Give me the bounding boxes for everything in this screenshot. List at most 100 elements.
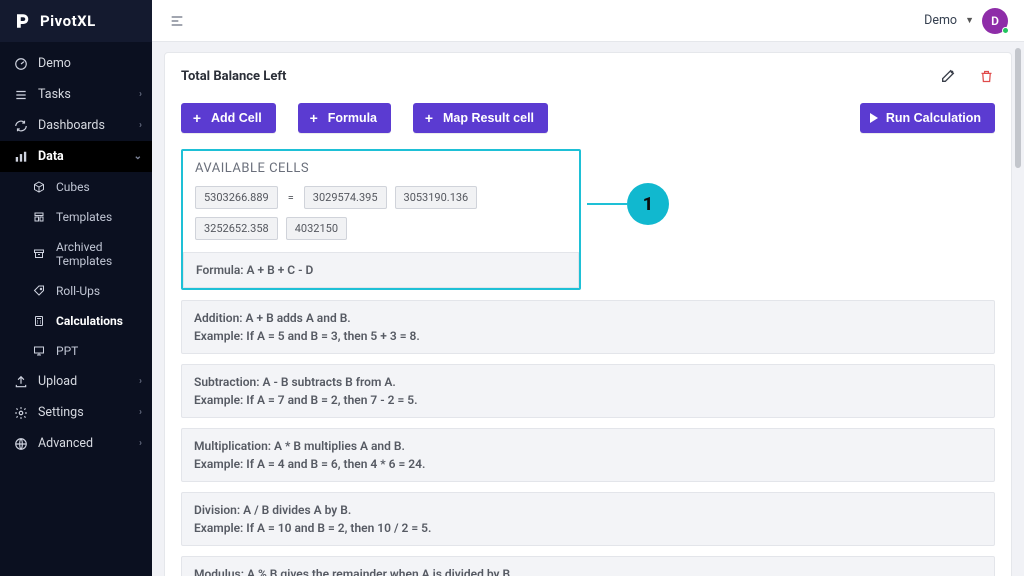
template-icon — [32, 210, 46, 224]
help-subtraction: Subtraction: A - B subtracts B from A.Ex… — [181, 364, 995, 418]
help-title: Multiplication: A * B multiplies A and B… — [194, 437, 982, 455]
help-title: Subtraction: A - B subtracts B from A. — [194, 373, 982, 391]
scroll-thumb[interactable] — [1015, 48, 1021, 168]
chevron-right-icon: › — [139, 407, 142, 418]
help-example: Example: If A = 5 and B = 3, then 5 + 3 … — [194, 327, 982, 345]
equals-sign: = — [286, 191, 296, 204]
sidebar-item-label: Data — [38, 149, 64, 164]
formula-display: Formula: A + B + C - D — [183, 252, 579, 288]
sidebar-item-label: Dashboards — [38, 118, 105, 133]
help-addition: Addition: A + B adds A and B.Example: If… — [181, 300, 995, 354]
calculator-icon — [32, 314, 46, 328]
sidebar-item-label: Settings — [38, 405, 84, 420]
sidebar-nav: Demo Tasks › Dashboards › Data ⌄ Cubes T… — [0, 42, 152, 459]
sidebar-item-label: Archived Templates — [56, 240, 138, 268]
chevron-right-icon: › — [139, 376, 142, 387]
plus-icon — [308, 112, 320, 124]
btn-label: Add Cell — [211, 111, 262, 125]
help-title: Division: A / B divides A by B. — [194, 501, 982, 519]
archive-icon — [32, 247, 46, 261]
help-division: Division: A / B divides A by B.Example: … — [181, 492, 995, 546]
btn-label: Map Result cell — [443, 111, 534, 125]
callout-bubble: 1 — [627, 183, 669, 225]
globe-icon — [14, 437, 28, 451]
sidebar-item-ppt[interactable]: PPT — [0, 336, 152, 366]
sidebar-item-label: Templates — [56, 210, 112, 224]
add-cell-button[interactable]: Add Cell — [181, 103, 276, 133]
main: Demo ▼ D Total Balance Left — [152, 0, 1024, 576]
help-title: Addition: A + B adds A and B. — [194, 309, 982, 327]
page-title: Total Balance Left — [181, 69, 286, 84]
presentation-icon — [32, 344, 46, 358]
plus-icon — [191, 112, 203, 124]
help-example: Example: If A = 7 and B = 2, then 7 - 2 … — [194, 391, 982, 409]
tag-icon — [32, 284, 46, 298]
avatar[interactable]: D — [982, 8, 1008, 34]
cells-row: 5303266.889 = 3029574.395 3053190.136 32… — [195, 186, 567, 240]
plus-icon — [423, 112, 435, 124]
vertical-scrollbar[interactable] — [1014, 42, 1022, 576]
available-cells-highlight: AVAILABLE CELLS 5303266.889 = 3029574.39… — [181, 149, 581, 290]
sidebar-item-tasks[interactable]: Tasks › — [0, 79, 152, 110]
upload-icon — [14, 375, 28, 389]
available-cells-title: AVAILABLE CELLS — [195, 161, 567, 176]
sidebar-item-advanced[interactable]: Advanced › — [0, 428, 152, 459]
btn-label: Run Calculation — [886, 111, 981, 125]
help-example: Example: If A = 4 and B = 6, then 4 * 6 … — [194, 455, 982, 473]
sidebar-item-archived-templates[interactable]: Archived Templates — [0, 232, 152, 276]
chevron-right-icon: › — [139, 89, 142, 100]
brand-logo-icon — [14, 12, 32, 30]
sidebar-item-label: Calculations — [56, 314, 123, 328]
user-menu[interactable]: Demo ▼ D — [924, 8, 1008, 34]
btn-label: Formula — [328, 111, 377, 125]
result-cell-chip[interactable]: 5303266.889 — [195, 186, 278, 209]
cell-chip[interactable]: 3252652.358 — [195, 217, 278, 240]
delete-button[interactable] — [977, 67, 995, 85]
sidebar-item-label: PPT — [56, 344, 78, 358]
cell-chip[interactable]: 4032150 — [286, 217, 347, 240]
avatar-letter: D — [991, 14, 999, 28]
sidebar-item-demo[interactable]: Demo — [0, 48, 152, 79]
play-icon — [870, 113, 878, 123]
gauge-icon — [14, 57, 28, 71]
edit-button[interactable] — [939, 67, 957, 85]
action-button-row: Add Cell Formula Map Result cell Run Cal… — [181, 103, 995, 133]
chevron-down-icon: ⌄ — [134, 151, 142, 162]
refresh-icon — [14, 119, 28, 133]
brand: PivotXL — [0, 0, 152, 42]
sidebar-item-data[interactable]: Data ⌄ — [0, 141, 152, 172]
topbar: Demo ▼ D — [152, 0, 1024, 42]
status-dot-icon — [1002, 27, 1009, 34]
sidebar-item-label: Upload — [38, 374, 77, 389]
sidebar-item-label: Advanced — [38, 436, 93, 451]
help-modulus: Modulus: A % B gives the remainder when … — [181, 556, 995, 576]
sidebar-item-upload[interactable]: Upload › — [0, 366, 152, 397]
caret-down-icon: ▼ — [965, 15, 974, 26]
cell-chip[interactable]: 3053190.136 — [395, 186, 478, 209]
formula-button[interactable]: Formula — [298, 103, 391, 133]
list-icon — [14, 88, 28, 102]
sidebar: PivotXL Demo Tasks › Dashboards › Data ⌄… — [0, 0, 152, 576]
sidebar-item-rollups[interactable]: Roll-Ups — [0, 276, 152, 306]
sidebar-item-settings[interactable]: Settings › — [0, 397, 152, 428]
sidebar-item-dashboards[interactable]: Dashboards › — [0, 110, 152, 141]
cell-chip[interactable]: 3029574.395 — [304, 186, 387, 209]
card-header: Total Balance Left — [181, 67, 995, 85]
cube-icon — [32, 180, 46, 194]
sidebar-item-templates[interactable]: Templates — [0, 202, 152, 232]
sidebar-item-cubes[interactable]: Cubes — [0, 172, 152, 202]
bar-chart-icon — [14, 150, 28, 164]
brand-name: PivotXL — [40, 12, 96, 30]
chevron-right-icon: › — [139, 438, 142, 449]
user-label: Demo — [924, 13, 957, 28]
sidebar-item-label: Demo — [38, 56, 71, 71]
sidebar-item-label: Cubes — [56, 180, 90, 194]
callout-line — [587, 203, 627, 205]
gear-icon — [14, 406, 28, 420]
help-title: Modulus: A % B gives the remainder when … — [194, 565, 982, 576]
map-result-button[interactable]: Map Result cell — [413, 103, 548, 133]
sidebar-item-calculations[interactable]: Calculations — [0, 306, 152, 336]
work-area: Total Balance Left Add Cell Formula Map … — [152, 42, 1024, 576]
run-calculation-button[interactable]: Run Calculation — [860, 103, 995, 133]
toggle-sidebar-button[interactable] — [168, 12, 186, 30]
